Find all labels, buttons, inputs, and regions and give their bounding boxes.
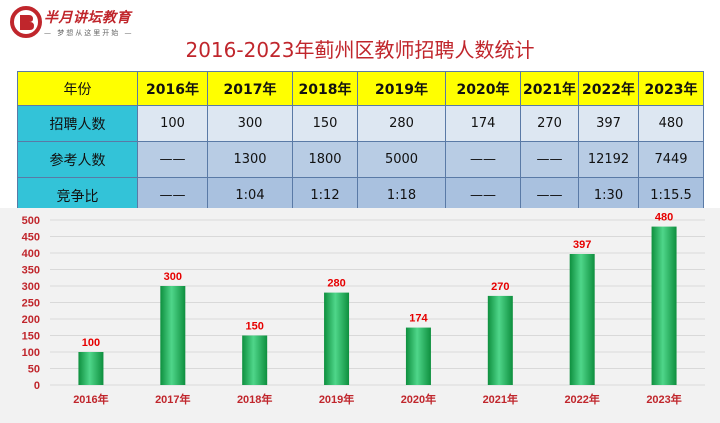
table-cell: 2018年 bbox=[292, 71, 358, 106]
table-cell: 1300 bbox=[207, 141, 293, 178]
table-cell: 5000 bbox=[357, 141, 446, 178]
x-tick-label: 2019年 bbox=[319, 392, 354, 406]
y-axis: 0 50 100 150 200 250 300 350 400 450 500 bbox=[22, 215, 40, 392]
table-row-header: 招聘人数 bbox=[17, 105, 138, 142]
table-cell: —— bbox=[445, 177, 521, 214]
x-tick-label: 2022年 bbox=[564, 392, 599, 406]
table-cell: 2019年 bbox=[357, 71, 446, 106]
bar bbox=[651, 226, 677, 385]
table-row: 竞争比 —— 1:04 1:12 1:18 —— —— 1:30 1:15.5 bbox=[17, 177, 704, 214]
bar bbox=[78, 352, 104, 385]
table-cell: 100 bbox=[137, 105, 208, 142]
page-title: 2016-2023年蓟州区教师招聘人数统计 bbox=[185, 38, 535, 62]
table-cell: 2021年 bbox=[520, 71, 579, 106]
y-tick-label: 200 bbox=[22, 314, 40, 326]
bar-chart: 0 50 100 150 200 250 300 350 400 450 500 100 300 150… bbox=[0, 208, 720, 423]
logo: 半月讲坛教育 — 梦想从这里开始 — bbox=[10, 6, 160, 42]
table-cell: —— bbox=[137, 141, 208, 178]
data-label: 280 bbox=[327, 278, 345, 290]
table-row-header: 参考人数 bbox=[17, 141, 138, 178]
y-tick-label: 350 bbox=[22, 265, 40, 277]
bar bbox=[569, 253, 595, 385]
x-tick-label: 2017年 bbox=[155, 392, 190, 406]
data-label: 300 bbox=[164, 271, 182, 283]
data-label: 397 bbox=[573, 239, 591, 251]
y-tick-label: 0 bbox=[34, 380, 40, 392]
y-tick-label: 300 bbox=[22, 281, 40, 293]
data-labels: 100 300 150 280 174 270 397 480 bbox=[82, 212, 673, 349]
bar bbox=[160, 286, 186, 385]
chart-background bbox=[0, 208, 720, 423]
table-cell: 150 bbox=[292, 105, 358, 142]
logo-name: 半月讲坛教育 bbox=[44, 10, 131, 26]
x-tick-label: 2016年 bbox=[73, 392, 108, 406]
table-cell: 12192 bbox=[578, 141, 639, 178]
bar bbox=[487, 295, 513, 385]
y-tick-label: 50 bbox=[28, 364, 40, 376]
bar bbox=[405, 327, 431, 385]
logo-slogan: — 梦想从这里开始 — bbox=[44, 29, 134, 37]
table-cell: 1:15.5 bbox=[638, 177, 704, 214]
bar bbox=[324, 292, 350, 385]
y-tick-label: 250 bbox=[22, 298, 40, 310]
table-cell: 480 bbox=[638, 105, 704, 142]
grid-layer bbox=[50, 219, 705, 386]
data-label: 480 bbox=[655, 212, 673, 224]
table-cell: 1:12 bbox=[292, 177, 358, 214]
table-cell: 2017年 bbox=[207, 71, 293, 106]
table-cell: 1:30 bbox=[578, 177, 639, 214]
table-cell: 1800 bbox=[292, 141, 358, 178]
table-cell: —— bbox=[445, 141, 521, 178]
bars bbox=[78, 226, 677, 385]
statistics-table: 年份 2016年 2017年 2018年 2019年 2020年 2021年 2022年 202… bbox=[17, 71, 704, 214]
table-row: 参考人数 —— 1300 1800 5000 —— —— 12192 7449 bbox=[17, 141, 704, 178]
table-cell: 2022年 bbox=[578, 71, 639, 106]
logo-icon bbox=[10, 6, 42, 38]
table-cell: —— bbox=[520, 141, 579, 178]
table-row: 招聘人数 100 300 150 280 174 270 397 480 bbox=[17, 105, 704, 142]
x-tick-label: 2023年 bbox=[646, 392, 681, 406]
bar bbox=[242, 335, 268, 385]
table-cell: —— bbox=[520, 177, 579, 214]
y-tick-label: 500 bbox=[22, 215, 40, 227]
table-cell: 280 bbox=[357, 105, 446, 142]
x-tick-label: 2021年 bbox=[483, 392, 518, 406]
table-cell: 1:04 bbox=[207, 177, 293, 214]
y-tick-label: 150 bbox=[22, 331, 40, 343]
table-cell: 270 bbox=[520, 105, 579, 142]
data-label: 150 bbox=[246, 321, 264, 333]
y-tick-label: 100 bbox=[22, 347, 40, 359]
table-row: 年份 2016年 2017年 2018年 2019年 2020年 2021年 2022年 202… bbox=[17, 71, 704, 106]
table-cell: 2016年 bbox=[137, 71, 208, 106]
y-tick-label: 400 bbox=[22, 248, 40, 260]
table-row-header: 竞争比 bbox=[17, 177, 138, 214]
x-axis: 2016年 2017年 2018年 2019年 2020年 2021年 2022年 2023年 bbox=[73, 392, 682, 406]
table-cell: 174 bbox=[445, 105, 521, 142]
table-cell: 7449 bbox=[638, 141, 704, 178]
x-tick-label: 2018年 bbox=[237, 392, 272, 406]
table-cell: 2020年 bbox=[445, 71, 521, 106]
data-label: 270 bbox=[491, 281, 509, 293]
x-tick-label: 2020年 bbox=[401, 392, 436, 406]
y-tick-label: 450 bbox=[22, 232, 40, 244]
data-label: 100 bbox=[82, 337, 100, 349]
table-cell: 300 bbox=[207, 105, 293, 142]
data-label: 174 bbox=[409, 313, 428, 325]
table-cell: 2023年 bbox=[638, 71, 704, 106]
table-row-header: 年份 bbox=[17, 71, 138, 106]
table-cell: 397 bbox=[578, 105, 639, 142]
